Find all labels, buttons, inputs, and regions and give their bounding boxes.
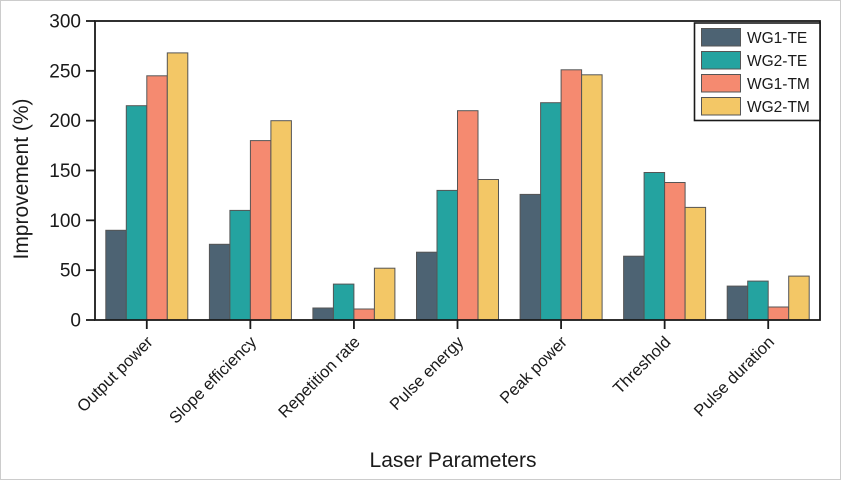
y-axis: 0 50 100 150 200 250 300 (49, 12, 95, 332)
x-category-label: Pulse duration (691, 333, 778, 420)
bar-wg2-tm-2 (270, 120, 292, 321)
y-axis-title: Improvement (%) (10, 98, 33, 259)
bar-wg2-te-6 (643, 172, 666, 321)
bar-wg2-te-1 (125, 105, 148, 321)
bars (105, 52, 810, 321)
legend-label-wg2-tm: WG2-TM (747, 99, 810, 116)
bar-wg1-te-5 (519, 193, 542, 321)
bar-wg2-te-2 (229, 209, 251, 321)
bar-wg1-tm-5 (560, 69, 583, 321)
legend: WG1-TE WG2-TE WG1-TM WG2-TM (693, 22, 821, 122)
legend-swatch-wg1-te (701, 28, 741, 47)
bar-wg1-tm-2 (249, 140, 272, 321)
legend-label-wg2-te: WG2-TE (747, 53, 807, 70)
x-axis-title: Laser Parameters (370, 449, 537, 472)
bar-wg1-te-6 (623, 255, 645, 321)
bar-wg2-tm-3 (373, 267, 396, 321)
bar-wg1-te-3 (312, 307, 334, 321)
bar-wg2-te-4 (436, 189, 458, 321)
y-tick-label: 50 (60, 261, 81, 282)
bar-wg1-te-2 (208, 243, 231, 321)
bar-wg1-tm-3 (353, 308, 375, 321)
bar-wg2-tm-6 (684, 206, 707, 321)
x-category-label: Peak power (497, 333, 572, 408)
bar-wg2-te-5 (540, 102, 562, 321)
legend-swatch-wg1-tm (701, 74, 741, 93)
y-tick-label: 200 (49, 111, 81, 132)
y-tick-label: 150 (49, 161, 81, 182)
bar-wg1-tm-6 (664, 182, 686, 321)
x-category-label: Slope efficiency (166, 333, 261, 428)
bar-wg2-tm-4 (477, 179, 499, 321)
bar-wg2-te-7 (747, 280, 769, 321)
x-category-label: Pulse energy (386, 333, 467, 414)
bar-wg1-te-4 (416, 251, 438, 321)
bar-wg1-tm-7 (767, 306, 790, 321)
y-tick-label: 0 (70, 311, 81, 332)
x-category-label: Threshold (610, 333, 675, 398)
bar-wg2-te-3 (332, 283, 355, 321)
bar-wg1-te-1 (105, 229, 127, 321)
x-category-label: Repetition rate (275, 333, 364, 422)
y-tick-label: 100 (49, 211, 81, 232)
legend-swatch-wg2-tm (701, 97, 741, 116)
bar-wg1-te-7 (726, 285, 749, 321)
x-axis: Output power Slope efficiency Repetition r… (74, 320, 778, 427)
x-category-label: Output power (74, 333, 157, 416)
bar-wg1-tm-1 (146, 75, 168, 321)
bar-wg2-tm-7 (788, 275, 810, 321)
bar-wg1-tm-4 (457, 110, 479, 321)
legend-label-wg1-tm: WG1-TM (747, 76, 810, 93)
legend-swatch-wg2-te (701, 51, 741, 70)
bar-wg2-tm-1 (166, 52, 189, 321)
y-tick-label: 250 (49, 61, 81, 82)
legend-label-wg1-te: WG1-TE (747, 30, 807, 47)
y-tick-label: 300 (49, 12, 81, 33)
bar-wg2-tm-5 (581, 74, 603, 321)
